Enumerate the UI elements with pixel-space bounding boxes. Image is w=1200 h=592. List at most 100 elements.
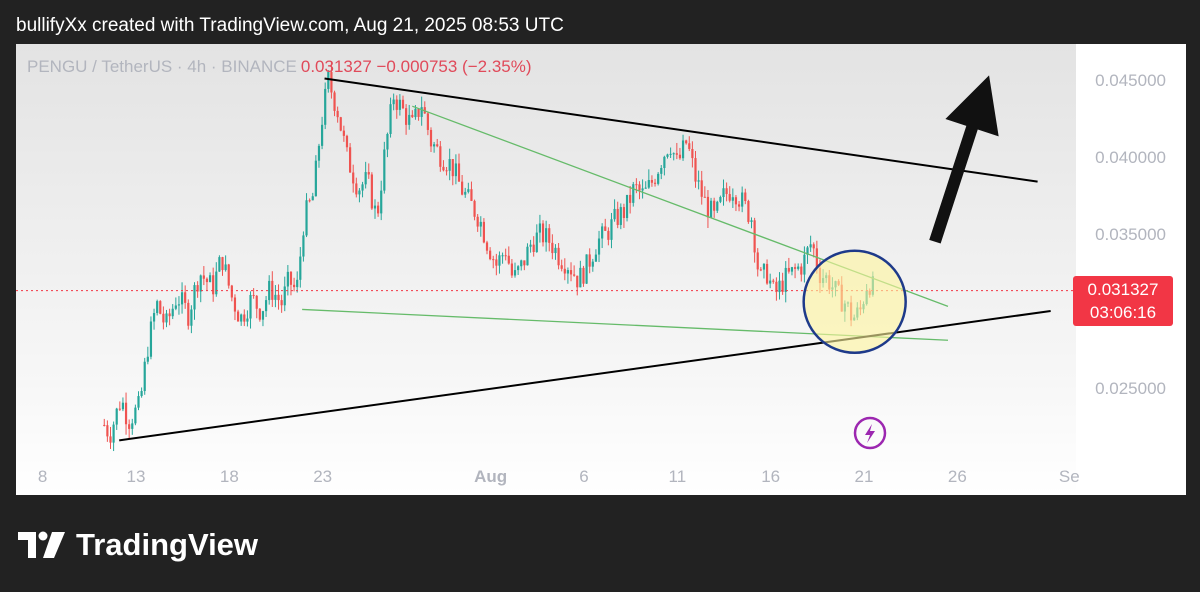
candle	[236, 309, 240, 322]
lightning-icon[interactable]	[853, 416, 887, 450]
candle	[448, 148, 451, 181]
candle	[762, 263, 766, 279]
candle	[442, 160, 445, 172]
candle	[134, 404, 137, 426]
candle	[485, 240, 489, 255]
candle	[131, 418, 134, 435]
x-tick-label: 23	[313, 467, 332, 486]
candle	[706, 190, 710, 228]
x-tick-label: 8	[38, 467, 47, 486]
candle	[700, 170, 703, 205]
bar-countdown: 03:06:16	[1089, 303, 1157, 322]
candle	[769, 273, 772, 289]
candle	[498, 251, 501, 274]
candle	[476, 214, 479, 232]
candle	[741, 186, 744, 213]
highlight-circle[interactable]	[802, 249, 907, 355]
candle	[601, 223, 604, 249]
y-tick-label: 0.025000	[1095, 379, 1166, 398]
chart-panel[interactable]: 0.045000 0.040000 0.035000 0.025000 8 13 18 23…	[16, 44, 1186, 495]
candle	[324, 82, 327, 130]
candle	[212, 267, 215, 302]
candle	[208, 272, 212, 283]
candle	[373, 199, 377, 219]
candle	[383, 141, 386, 194]
candle	[380, 180, 383, 221]
candle	[492, 255, 495, 269]
candle	[252, 288, 255, 299]
candle	[765, 259, 769, 285]
symbol-label: PENGU / TetherUS · 4h · BINANCE	[27, 57, 297, 76]
candle	[395, 95, 398, 119]
candle	[728, 186, 731, 203]
candle	[296, 271, 299, 293]
candle	[199, 274, 202, 303]
candle	[143, 357, 146, 395]
candle	[411, 110, 414, 119]
candle	[405, 104, 408, 135]
x-tick-label: Se	[1059, 467, 1080, 486]
candle	[797, 263, 800, 271]
candle	[345, 134, 349, 152]
candle	[793, 263, 797, 279]
candle	[152, 308, 156, 330]
candle	[778, 272, 781, 300]
candle	[115, 407, 118, 430]
candle	[451, 158, 454, 186]
candle	[629, 186, 632, 214]
price-chart[interactable]: 0.045000 0.040000 0.035000 0.025000 8 13 18 23…	[16, 44, 1186, 495]
candle	[118, 401, 121, 411]
candle	[517, 265, 520, 275]
candle	[162, 306, 165, 330]
candle	[336, 106, 339, 123]
candle	[274, 285, 277, 308]
candle	[482, 218, 485, 244]
candle	[311, 192, 314, 201]
candle	[264, 296, 268, 317]
candle	[495, 253, 498, 276]
candle	[174, 297, 177, 311]
candle	[588, 248, 591, 274]
candle	[672, 152, 675, 161]
candle	[632, 181, 635, 207]
candle	[725, 182, 728, 202]
last-price: 0.031327	[1087, 280, 1159, 299]
last-price-tag: 0.031327 03:06:16	[1073, 276, 1173, 326]
candle	[703, 186, 706, 198]
candle	[280, 294, 283, 313]
candle	[221, 256, 224, 276]
x-tick-label: 16	[761, 467, 780, 486]
candle	[532, 236, 535, 257]
candle	[713, 197, 716, 218]
x-tick-label: 13	[127, 467, 146, 486]
candle	[551, 234, 554, 260]
upper-trendline[interactable]	[324, 77, 1038, 183]
candle	[445, 167, 448, 176]
candle	[650, 175, 654, 187]
candle	[392, 93, 395, 111]
candle	[433, 141, 436, 153]
candle	[355, 177, 358, 198]
price-change-values: 0.031327 −0.000753 (−2.35%)	[300, 57, 532, 76]
candle	[426, 111, 429, 136]
candle	[233, 294, 237, 321]
candle	[109, 426, 112, 449]
candle	[613, 199, 616, 222]
candle	[675, 142, 678, 160]
x-tick-label: 18	[220, 467, 239, 486]
candle	[554, 244, 557, 260]
candle	[501, 252, 504, 264]
candle	[398, 94, 401, 116]
candle	[591, 258, 594, 272]
up-arrow[interactable]	[929, 75, 999, 244]
candle	[809, 235, 812, 252]
candle	[557, 243, 560, 270]
candle	[128, 419, 131, 440]
candle	[361, 181, 364, 198]
candle	[171, 304, 174, 320]
candle	[641, 179, 644, 199]
x-tick-label: 6	[579, 467, 588, 486]
candle	[470, 181, 473, 202]
candle	[734, 195, 738, 212]
candle	[454, 154, 457, 185]
